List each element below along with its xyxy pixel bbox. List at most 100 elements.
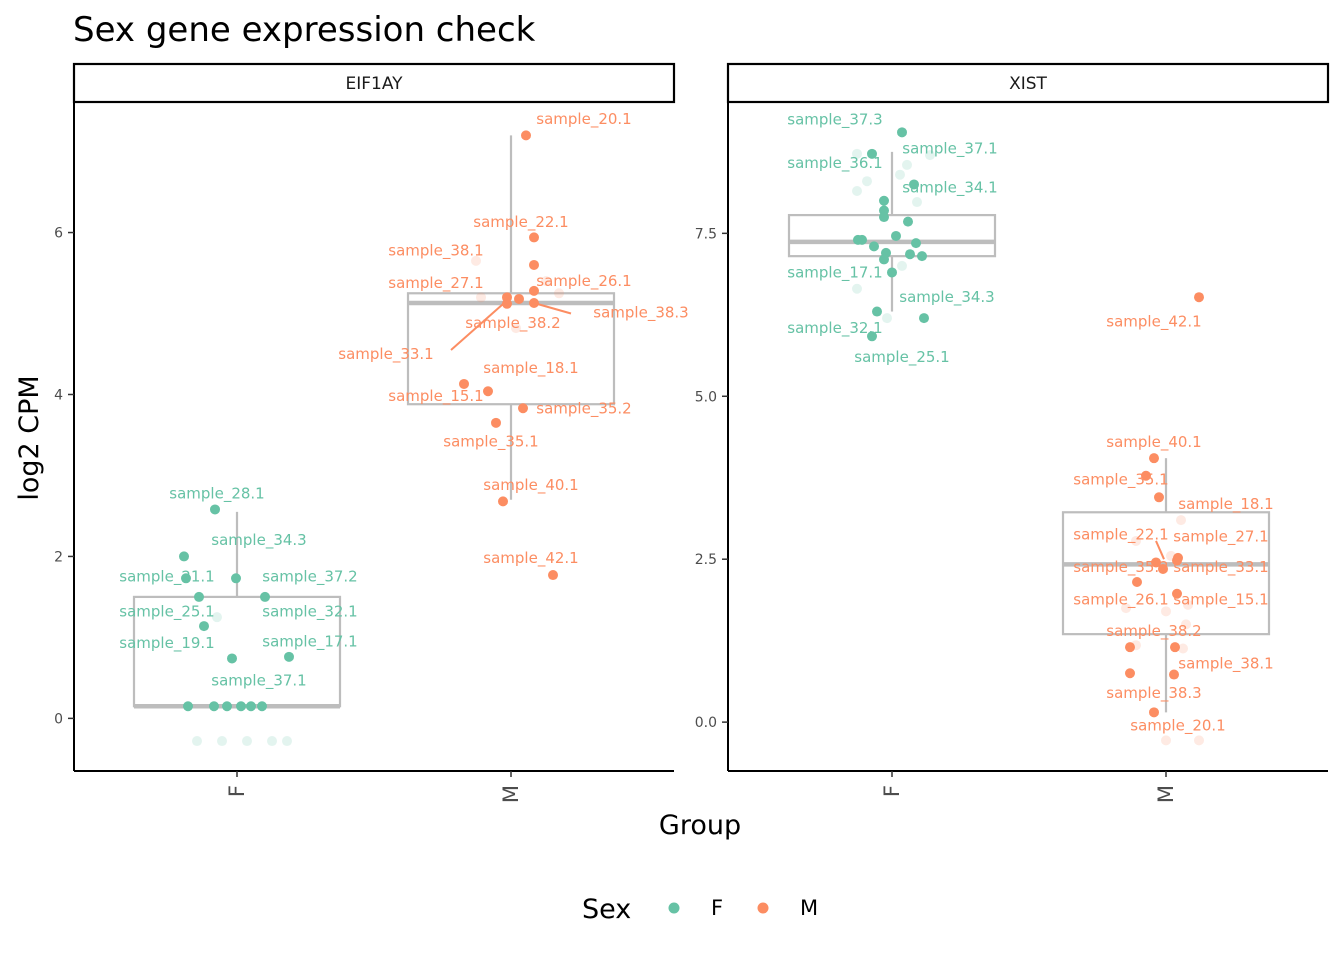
- x-tick-label: F: [225, 785, 249, 797]
- point: [911, 238, 921, 249]
- sample-label: sample_38.1: [388, 241, 483, 260]
- strip-header: [72, 62, 676, 104]
- sample-label: sample_37.3: [787, 110, 882, 129]
- sample-label: sample_37.1: [902, 140, 997, 159]
- point: [917, 251, 927, 262]
- x-tick-label: F: [880, 785, 904, 797]
- point: [1125, 668, 1135, 679]
- point-faded: [852, 148, 862, 159]
- point-faded: [282, 736, 292, 747]
- y-axis-title: log2 CPM: [14, 375, 45, 500]
- legend-key-f: [668, 902, 680, 914]
- point: [853, 234, 863, 245]
- point: [498, 496, 508, 507]
- point-faded: [471, 255, 481, 266]
- sample-label: sample_25.1: [119, 602, 214, 621]
- point-faded: [852, 283, 862, 294]
- sample-label: sample_37.2: [262, 568, 357, 587]
- point: [897, 127, 907, 138]
- boxplot-f: [787, 151, 997, 312]
- point: [518, 403, 528, 414]
- point: [231, 573, 241, 584]
- point: [257, 701, 267, 712]
- point-faded: [1194, 735, 1204, 746]
- point: [483, 386, 493, 397]
- sample-label: sample_25.1: [854, 348, 949, 367]
- sample-label: sample_34.3: [211, 531, 306, 550]
- point-faded: [1178, 643, 1188, 654]
- point-faded: [895, 169, 905, 180]
- sample-label: sample_20.1: [536, 110, 631, 129]
- point: [529, 297, 539, 308]
- point-faded: [852, 185, 862, 196]
- y-tick-label: 2: [54, 549, 63, 565]
- sample-label: sample_18.1: [1178, 495, 1273, 514]
- point-faded: [925, 150, 935, 161]
- sample-label: sample_32.1: [787, 319, 882, 338]
- sample-label: sample_22.1: [473, 213, 568, 232]
- sample-label: sample_32.1: [262, 602, 357, 621]
- point: [521, 130, 531, 141]
- point: [1172, 555, 1182, 566]
- sample-label: sample_40.1: [483, 476, 578, 495]
- point: [1172, 588, 1182, 599]
- box-iqr: [1061, 511, 1271, 636]
- sample-label: sample_19.1: [119, 634, 214, 653]
- legend-label-f: F: [711, 896, 723, 920]
- point: [529, 285, 539, 296]
- point-faded: [897, 260, 907, 271]
- point-faded: [1176, 515, 1186, 526]
- point: [548, 570, 558, 581]
- point-faded: [862, 176, 872, 187]
- y-tick-label: 5.0: [695, 389, 717, 405]
- y-tick-label: 2.5: [695, 552, 717, 568]
- x-tick-label: M: [1154, 785, 1178, 803]
- point: [529, 259, 539, 270]
- point: [1149, 453, 1159, 464]
- point: [491, 417, 501, 428]
- point: [1169, 669, 1179, 680]
- sample-label: sample_38.3: [1106, 684, 1201, 703]
- point: [872, 306, 882, 317]
- point-faded: [1131, 640, 1141, 651]
- point-faded: [882, 313, 892, 324]
- point: [459, 378, 469, 389]
- box-iqr: [787, 213, 997, 258]
- label-connector: [1155, 540, 1165, 560]
- strip-header: [726, 62, 1330, 104]
- point: [194, 591, 204, 602]
- boxplot-m: [1061, 458, 1271, 713]
- point: [879, 195, 889, 206]
- sample-label: sample_17.1: [787, 263, 882, 282]
- sample-label: sample_26.1: [1073, 591, 1168, 610]
- sample-label: sample_35.1: [443, 432, 538, 451]
- point-faded: [1121, 603, 1131, 614]
- legend-key-m: [757, 902, 769, 914]
- sample-label: sample_37.1: [211, 671, 306, 690]
- x-tick-label: M: [499, 785, 523, 803]
- sample-label: sample_35.1: [1073, 471, 1168, 490]
- point-faded: [1166, 550, 1176, 561]
- point-faded: [242, 736, 252, 747]
- point: [284, 651, 294, 662]
- point-faded: [1161, 735, 1171, 746]
- point: [887, 267, 897, 278]
- point: [181, 573, 191, 584]
- point-faded: [1183, 599, 1193, 610]
- point-faded: [476, 292, 486, 303]
- point: [1158, 563, 1168, 574]
- point: [236, 701, 246, 712]
- sample-label: sample_35.2: [1073, 558, 1168, 577]
- point: [1194, 292, 1204, 303]
- point: [227, 653, 237, 664]
- point: [1125, 642, 1135, 653]
- point: [1141, 470, 1151, 481]
- point: [879, 212, 889, 223]
- point-faded: [912, 197, 922, 208]
- sample-label: sample_20.1: [1130, 716, 1225, 735]
- sample-label: sample_42.1: [1106, 312, 1201, 331]
